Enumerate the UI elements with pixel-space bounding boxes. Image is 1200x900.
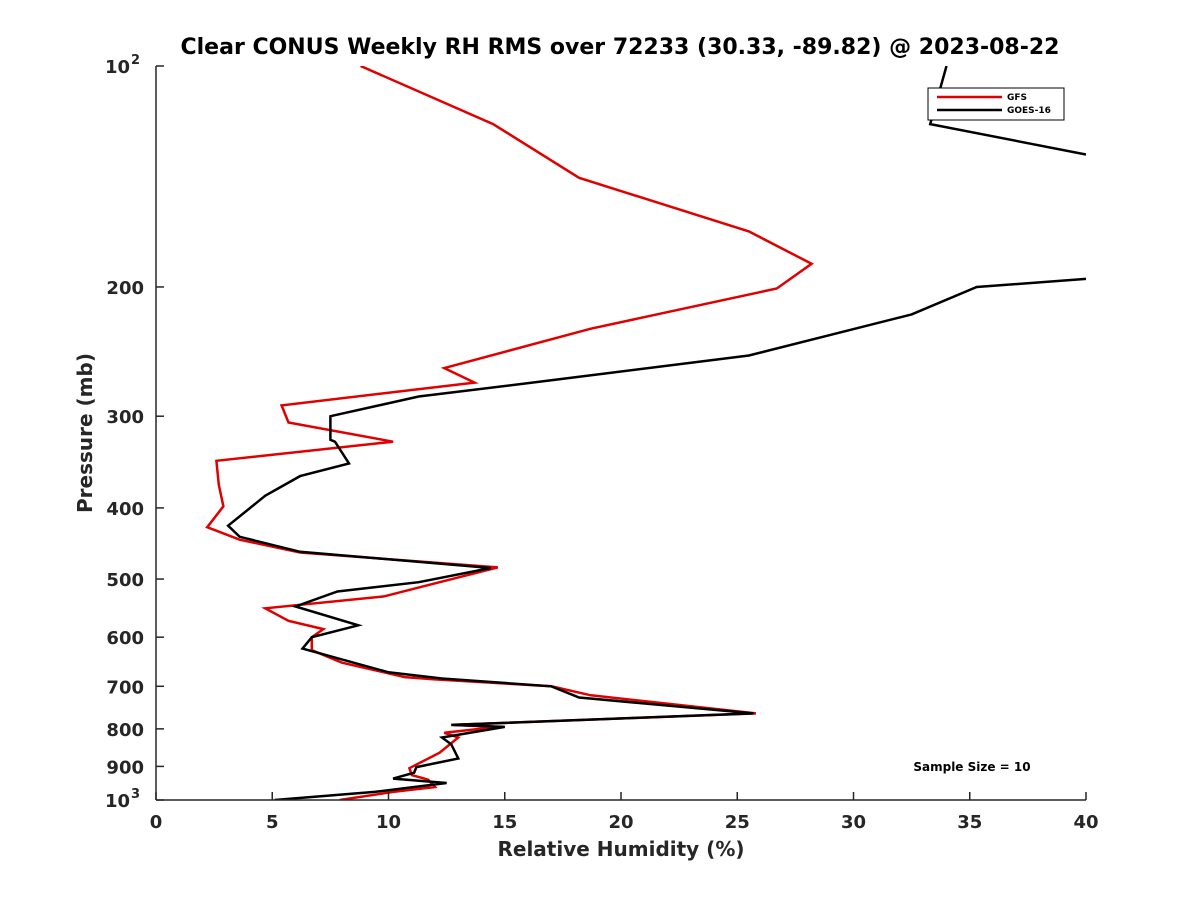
y-tick-label-900: 900 [106,757,144,778]
y-tick-label-800: 800 [106,720,144,741]
x-ticks: 0 5 10 15 20 25 30 35 40 [150,792,1099,833]
x-tick-label-35: 35 [957,812,982,833]
x-tick-label-40: 40 [1073,812,1098,833]
series-line-gfs [205,66,814,800]
series-line-goes16 [226,66,1086,800]
x-tick-label-25: 25 [725,812,750,833]
x-tick-label-5: 5 [266,812,279,833]
x-tick-label-0: 0 [150,812,163,833]
y-tick-label-1000: 10 [105,791,130,812]
y-tick-label-600: 600 [106,628,144,649]
y-tick-label-300: 300 [106,407,144,428]
x-tick-label-10: 10 [376,812,401,833]
y-tick-label-400: 400 [106,499,144,520]
y-tick-label-700: 700 [106,677,144,698]
legend-label-goes16: GOES-16 [1007,106,1051,116]
x-tick-label-15: 15 [492,812,517,833]
y-tick-label-200: 200 [106,278,144,299]
legend-label-gfs: GFS [1007,93,1027,103]
y-tick-label-100: 10 [105,57,130,78]
series-layer [205,66,1086,800]
x-tick-label-30: 30 [841,812,866,833]
x-axis-label: Relative Humidity (%) [497,837,744,861]
chart-title: Clear CONUS Weekly RH RMS over 72233 (30… [181,35,1060,60]
y-axis-label: Pressure (mb) [73,353,97,513]
legend: GFS GOES-16 [927,87,1065,121]
y-tick-exponent-1000: 3 [131,787,140,802]
y-tick-exponent-100: 2 [131,53,140,68]
legend-box [927,87,1065,121]
sample-size-annotation: Sample Size = 10 [913,760,1030,774]
y-tick-label-500: 500 [106,570,144,591]
x-tick-label-20: 20 [608,812,633,833]
